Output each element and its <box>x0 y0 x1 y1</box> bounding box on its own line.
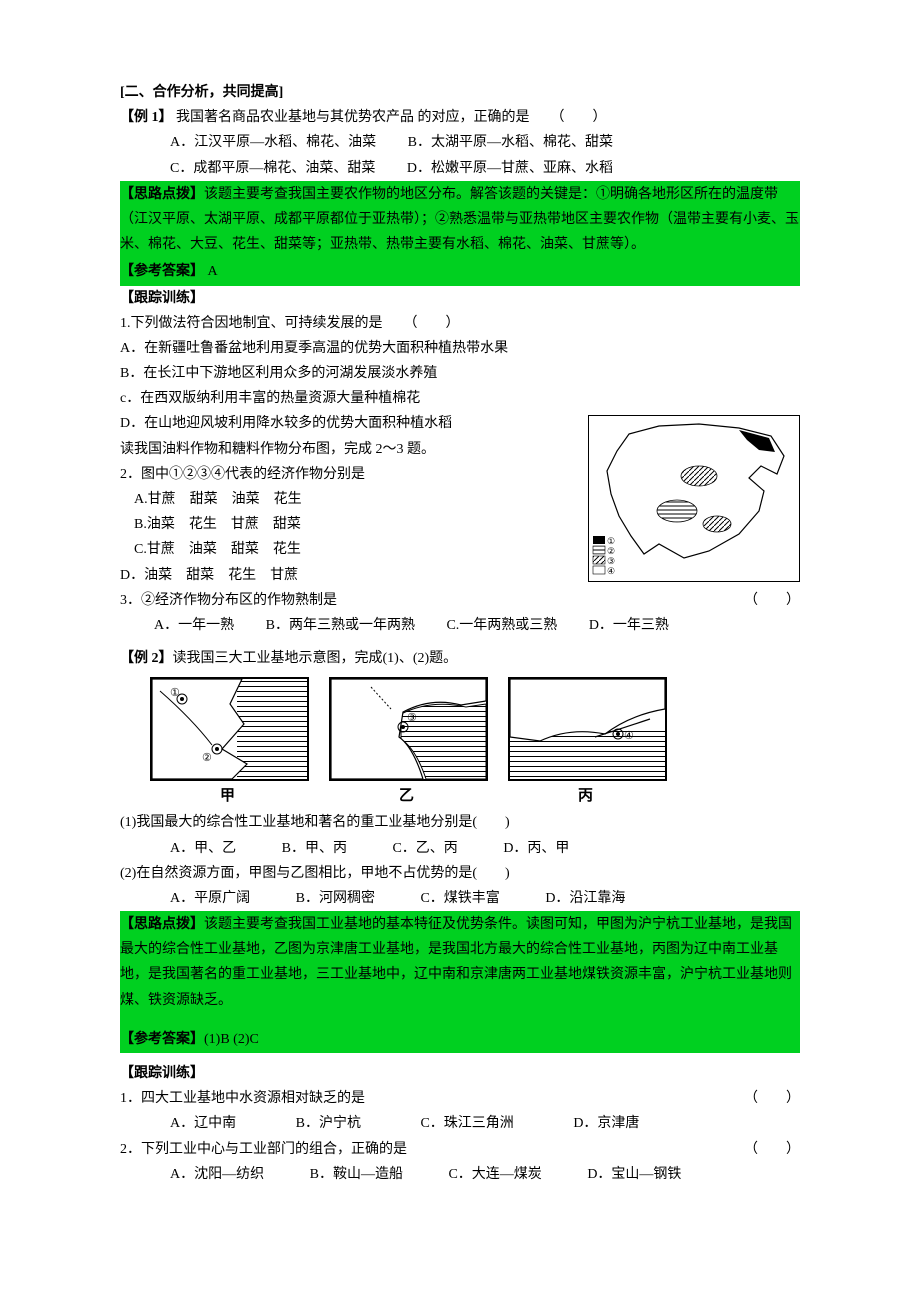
map-bing: ④ 丙 <box>508 677 663 810</box>
ex1-opt-d: D．松嫩平原—甘蔗、亚麻、水稻 <box>407 161 613 176</box>
t2-q2-b: B．鞍山—造船 <box>310 1167 403 1182</box>
svg-text:④: ④ <box>624 730 634 742</box>
map-yi-label: 乙 <box>329 783 484 810</box>
t2-q1-opts: A．辽中南 B．沪宁杭 C．珠江三角洲 D．京津唐 <box>120 1111 800 1136</box>
t2-q2-stem: 2．下列工业中心与工业部门的组合，正确的是 <box>120 1137 730 1162</box>
t1-q3-b: B．两年三熟或一年两熟 <box>266 618 415 633</box>
ex1-options-row2: C．成都平原—棉花、油菜、甜菜 D．松嫩平原—甘蔗、亚麻、水稻 <box>120 156 800 181</box>
tip-2-label: 【思路点拨】 <box>120 917 204 932</box>
example-1-label: 【例 1】 <box>120 110 173 125</box>
svg-text:①: ① <box>170 687 180 699</box>
example-1: 【例 1】 我国著名商品农业基地与其优势农产品 的对应，正确的是 （ ） <box>120 105 800 130</box>
map-yi-svg: ③ <box>331 679 486 779</box>
answer-1-label: 【参考答案】 <box>120 264 204 279</box>
map-jia-svg: ① ② <box>152 679 307 779</box>
map-bing-svg: ④ <box>510 679 665 779</box>
svg-text:②: ② <box>202 752 212 764</box>
t2-q2-row: 2．下列工业中心与工业部门的组合，正确的是 （ ） <box>120 1137 800 1162</box>
example-2-label: 【例 2】 <box>120 651 173 666</box>
t2-q2-c: C．大连—煤炭 <box>448 1167 541 1182</box>
t1-q3-paren: （ ） <box>730 588 800 613</box>
map-jia-label: 甲 <box>150 783 305 810</box>
t2-q2-paren: （ ） <box>730 1137 800 1162</box>
ex2-q2-b: B．河网稠密 <box>296 891 375 906</box>
highlight-gap <box>120 1014 800 1026</box>
ex2-q2-a: A．平原广阔 <box>170 891 250 906</box>
t1-q3-d: D．一年三熟 <box>589 618 669 633</box>
ex1-opt-a: A．江汉平原—水稻、棉花、油菜 <box>170 135 376 150</box>
tip-1-block: 【思路点拨】该题主要考查我国主要农作物的地区分布。解答该题的关键是：①明确各地形… <box>120 181 800 259</box>
t2-q2-a: A．沈阳—纺织 <box>170 1167 264 1182</box>
t2-q2-d: D．宝山—钢铁 <box>587 1167 681 1182</box>
t2-q1-b: B．沪宁杭 <box>296 1116 361 1131</box>
ex2-q1-opts: A．甲、乙 B．甲、丙 C．乙、丙 D．丙、甲 <box>120 836 800 861</box>
section-heading: [二、合作分析，共同提高] <box>120 80 800 105</box>
ex2-q2-opts: A．平原广阔 B．河网稠密 C．煤铁丰富 D．沿江靠海 <box>120 886 800 911</box>
ex2-q1-c: C．乙、丙 <box>392 841 457 856</box>
tracking-2-label: 【跟踪训练】 <box>120 1061 800 1086</box>
example-1-stem: 我国著名商品农业基地与其优势农产品 的对应，正确的是 （ ） <box>173 110 607 125</box>
answer-1-text: A <box>204 264 218 279</box>
ex2-q1-b: B．甲、丙 <box>282 841 347 856</box>
map-legend-1: ① <box>607 536 615 546</box>
tip-2-block: 【思路点拨】该题主要考查我国工业基地的基本特征及优势条件。读图可知，甲图为沪宁杭… <box>120 911 800 1014</box>
t2-q1-d: D．京津唐 <box>573 1116 639 1131</box>
t1-q1-stem: 1.下列做法符合因地制宜、可持续发展的是 （ ） <box>120 311 800 336</box>
answer-1-block: 【参考答案】 A <box>120 258 800 285</box>
tip-1-label: 【思路点拨】 <box>120 187 204 202</box>
tip-2-text: 该题主要考查我国工业基地的基本特征及优势条件。读图可知，甲图为沪宁杭工业基地，是… <box>120 917 792 1008</box>
map-bing-label: 丙 <box>508 783 663 810</box>
china-crop-map: ① ② ③ ④ <box>588 415 800 582</box>
tip-1-text: 该题主要考查我国主要农作物的地区分布。解答该题的关键是：①明确各地形区所在的温度… <box>120 187 799 252</box>
ex1-opt-c: C．成都平原—棉花、油菜、甜菜 <box>170 161 375 176</box>
t1-q3-stem: 3．②经济作物分布区的作物熟制是 <box>120 588 730 613</box>
t1-q3-row: 3．②经济作物分布区的作物熟制是 （ ） <box>120 588 800 613</box>
t1-q1-b: B．在长江中下游地区利用众多的河湖发展淡水养殖 <box>120 361 800 386</box>
t2-q1-row: 1．四大工业基地中水资源相对缺乏的是 （ ） <box>120 1086 800 1111</box>
answer-2-label: 【参考答案】 <box>120 1032 204 1047</box>
t1-q1-a: A．在新疆吐鲁番盆地利用夏季高温的优势大面积种植热带水果 <box>120 336 800 361</box>
t2-q1-c: C．珠江三角洲 <box>420 1116 513 1131</box>
svg-text:③: ③ <box>407 712 417 724</box>
answer-2-text: (1)B (2)C <box>204 1032 259 1047</box>
ex2-q2-d: D．沿江靠海 <box>545 891 625 906</box>
t1-q3-a: A．一年一熟 <box>154 618 234 633</box>
map-legend-2: ② <box>607 546 615 556</box>
map-yi: ③ 乙 <box>329 677 484 810</box>
t1-q1-c: c．在西双版纳利用丰富的热量资源大量种植棉花 <box>120 386 800 411</box>
ex2-q2-c: C．煤铁丰富 <box>420 891 499 906</box>
ex1-options-row1: A．江汉平原—水稻、棉花、油菜 B．太湖平原—水稻、棉花、甜菜 <box>120 130 800 155</box>
t1-q3-c: C.一年两熟或三熟 <box>446 618 557 633</box>
ex2-q1-stem: (1)我国最大的综合性工业基地和著名的重工业基地分别是( ) <box>120 810 800 835</box>
map-legend-3: ③ <box>607 556 615 566</box>
ex2-q1-d: D．丙、甲 <box>503 841 569 856</box>
three-maps-row: ① ② 甲 ③ 乙 <box>150 677 800 810</box>
ex1-opt-b: B．太湖平原—水稻、棉花、甜菜 <box>408 135 613 150</box>
ex2-q1-a: A．甲、乙 <box>170 841 236 856</box>
example-2-stem: 读我国三大工业基地示意图，完成(1)、(2)题。 <box>173 651 458 666</box>
tracking-1-label: 【跟踪训练】 <box>120 286 800 311</box>
map-jia: ① ② 甲 <box>150 677 305 810</box>
ex2-q2-stem: (2)在自然资源方面，甲图与乙图相比，甲地不占优势的是( ) <box>120 861 800 886</box>
example-2: 【例 2】读我国三大工业基地示意图，完成(1)、(2)题。 <box>120 646 800 671</box>
t1-q3-opts: A．一年一熟 B．两年三熟或一年两熟 C.一年两熟或三熟 D．一年三熟 <box>120 613 800 638</box>
t2-q2-opts: A．沈阳—纺织 B．鞍山—造船 C．大连—煤炭 D．宝山—钢铁 <box>120 1162 800 1187</box>
t2-q1-paren: （ ） <box>730 1086 800 1111</box>
answer-2-block: 【参考答案】(1)B (2)C <box>120 1026 800 1053</box>
t2-q1-a: A．辽中南 <box>170 1116 236 1131</box>
t2-q1-stem: 1．四大工业基地中水资源相对缺乏的是 <box>120 1086 730 1111</box>
map-legend-4: ④ <box>607 566 615 576</box>
china-map-svg: ① ② ③ ④ <box>589 416 799 581</box>
